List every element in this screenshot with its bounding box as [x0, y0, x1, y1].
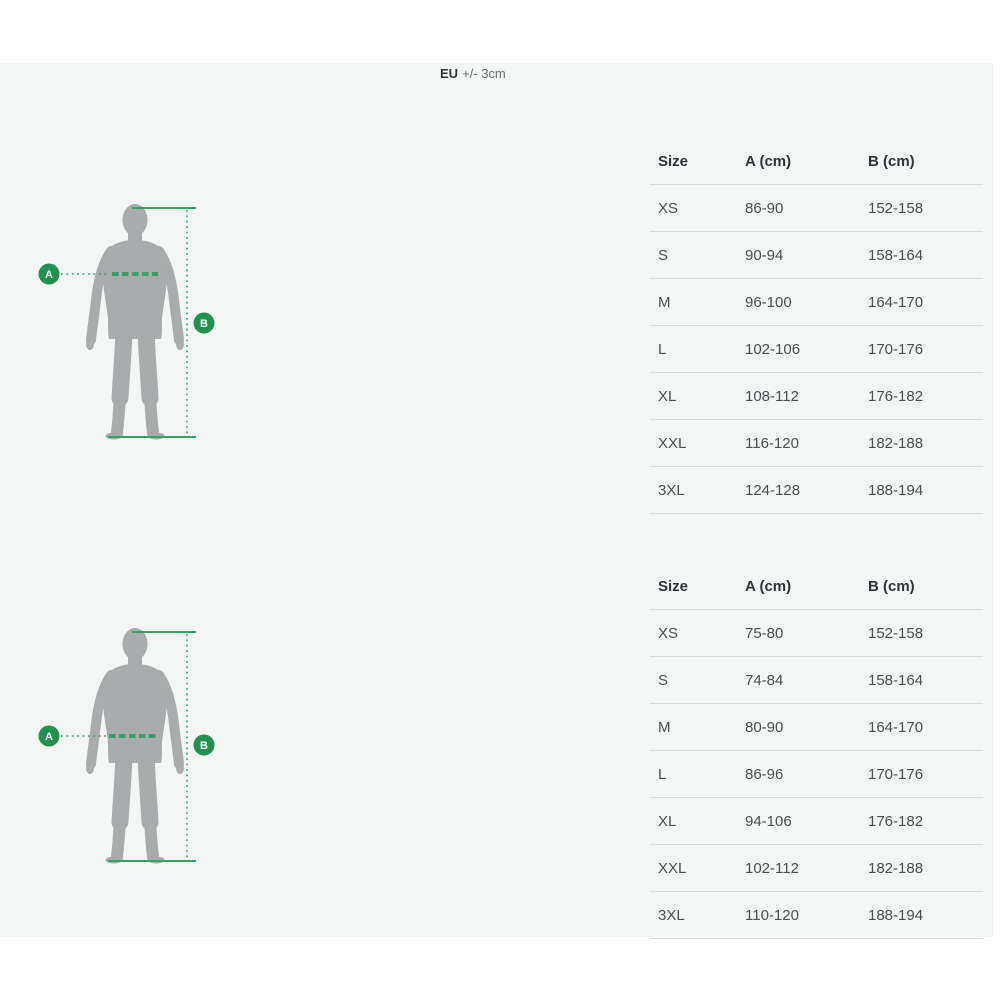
- a-cm-cell: 86-90: [745, 199, 784, 217]
- marker-a-label: A: [45, 731, 53, 743]
- table-row: XXL 116-120 182-188: [650, 420, 983, 467]
- b-cm-cell: 164-170: [868, 293, 924, 311]
- a-cm-cell: 86-96: [745, 765, 784, 783]
- marker-b-label: B: [200, 318, 208, 330]
- b-cm-cell: 158-164: [868, 671, 924, 689]
- marker-b-badge: B: [193, 734, 215, 756]
- b-cm-cell: 188-194: [868, 906, 924, 924]
- table-row: M 80-90 164-170: [650, 704, 983, 751]
- a-cm-cell: 102-106: [745, 340, 801, 358]
- size-cell: XXL: [658, 859, 687, 877]
- a-cm-cell: 80-90: [745, 718, 784, 736]
- size-cell: XS: [658, 624, 679, 642]
- table-header-row: Size A (cm) B (cm): [650, 563, 983, 610]
- b-cm-cell: 176-182: [868, 812, 924, 830]
- a-cm-cell: 102-112: [745, 859, 799, 877]
- column-header-a-cm: A (cm): [745, 577, 792, 595]
- size-cell: M: [658, 718, 671, 736]
- marker-a-label: A: [45, 269, 53, 281]
- marker-b-badge: B: [193, 312, 215, 334]
- size-cell: XL: [658, 387, 677, 405]
- body-silhouette: [86, 628, 184, 864]
- marker-b-label: B: [200, 740, 208, 752]
- column-header-size: Size: [658, 152, 689, 170]
- size-cell: XS: [658, 199, 679, 217]
- a-cm-cell: 124-128: [745, 481, 801, 499]
- column-header-b-cm: B (cm): [868, 577, 915, 595]
- table-row: S 90-94 158-164: [650, 232, 983, 279]
- a-cm-cell: 74-84: [745, 671, 784, 689]
- table-row: XS 86-90 152-158: [650, 185, 983, 232]
- b-cm-cell: 188-194: [868, 481, 924, 499]
- column-header-b-cm: B (cm): [868, 152, 915, 170]
- b-cm-cell: 152-158: [868, 624, 924, 642]
- size-cell: XL: [658, 812, 677, 830]
- size-cell: S: [658, 671, 669, 689]
- tolerance-label: +/- 3cm: [462, 66, 506, 81]
- b-cm-cell: 158-164: [868, 246, 924, 264]
- body-silhouette: [86, 204, 184, 440]
- body-measure-diagram-waist: A B: [38, 628, 215, 864]
- a-cm-cell: 108-112: [745, 387, 799, 405]
- table-row: XXL 102-112 182-188: [650, 845, 983, 892]
- body-measure-diagram-chest: A B: [38, 204, 215, 440]
- b-cm-cell: 182-188: [868, 434, 924, 452]
- column-header-size: Size: [658, 577, 689, 595]
- a-cm-cell: 96-100: [745, 293, 792, 311]
- table-row: XS 75-80 152-158: [650, 610, 983, 657]
- table-row: 3XL 110-120 188-194: [650, 892, 983, 939]
- size-guide-panel: EU +/- 3cm A: [0, 63, 993, 939]
- size-cell: L: [658, 765, 667, 783]
- size-cell: 3XL: [658, 906, 685, 924]
- region-label: EU: [440, 66, 459, 81]
- b-cm-cell: 164-170: [868, 718, 924, 736]
- table-row: 3XL 124-128 188-194: [650, 467, 983, 514]
- b-cm-cell: 176-182: [868, 387, 924, 405]
- b-cm-cell: 170-176: [868, 765, 924, 783]
- a-cm-cell: 110-120: [745, 906, 799, 924]
- a-cm-cell: 75-80: [745, 624, 784, 642]
- size-table-chest: Size A (cm) B (cm) XS 86-90 152-158 S 90…: [650, 138, 983, 514]
- table-row: XL 94-106 176-182: [650, 798, 983, 845]
- table-row: L 102-106 170-176: [650, 326, 983, 373]
- marker-a-badge: A: [38, 263, 60, 285]
- table-row: M 96-100 164-170: [650, 279, 983, 326]
- size-cell: M: [658, 293, 671, 311]
- b-cm-cell: 182-188: [868, 859, 924, 877]
- a-cm-cell: 90-94: [745, 246, 784, 264]
- size-cell: XXL: [658, 434, 687, 452]
- size-table-waist: Size A (cm) B (cm) XS 75-80 152-158 S 74…: [650, 563, 983, 939]
- size-standard-note: EU +/- 3cm: [440, 66, 506, 81]
- table-header-row: Size A (cm) B (cm): [650, 138, 983, 185]
- a-cm-cell: 116-120: [745, 434, 799, 452]
- a-cm-cell: 94-106: [745, 812, 792, 830]
- b-cm-cell: 152-158: [868, 199, 924, 217]
- column-header-a-cm: A (cm): [745, 152, 792, 170]
- table-row: S 74-84 158-164: [650, 657, 983, 704]
- marker-a-badge: A: [38, 725, 60, 747]
- size-cell: 3XL: [658, 481, 685, 499]
- size-cell: L: [658, 340, 667, 358]
- table-row: L 86-96 170-176: [650, 751, 983, 798]
- size-cell: S: [658, 246, 669, 264]
- b-cm-cell: 170-176: [868, 340, 924, 358]
- table-row: XL 108-112 176-182: [650, 373, 983, 420]
